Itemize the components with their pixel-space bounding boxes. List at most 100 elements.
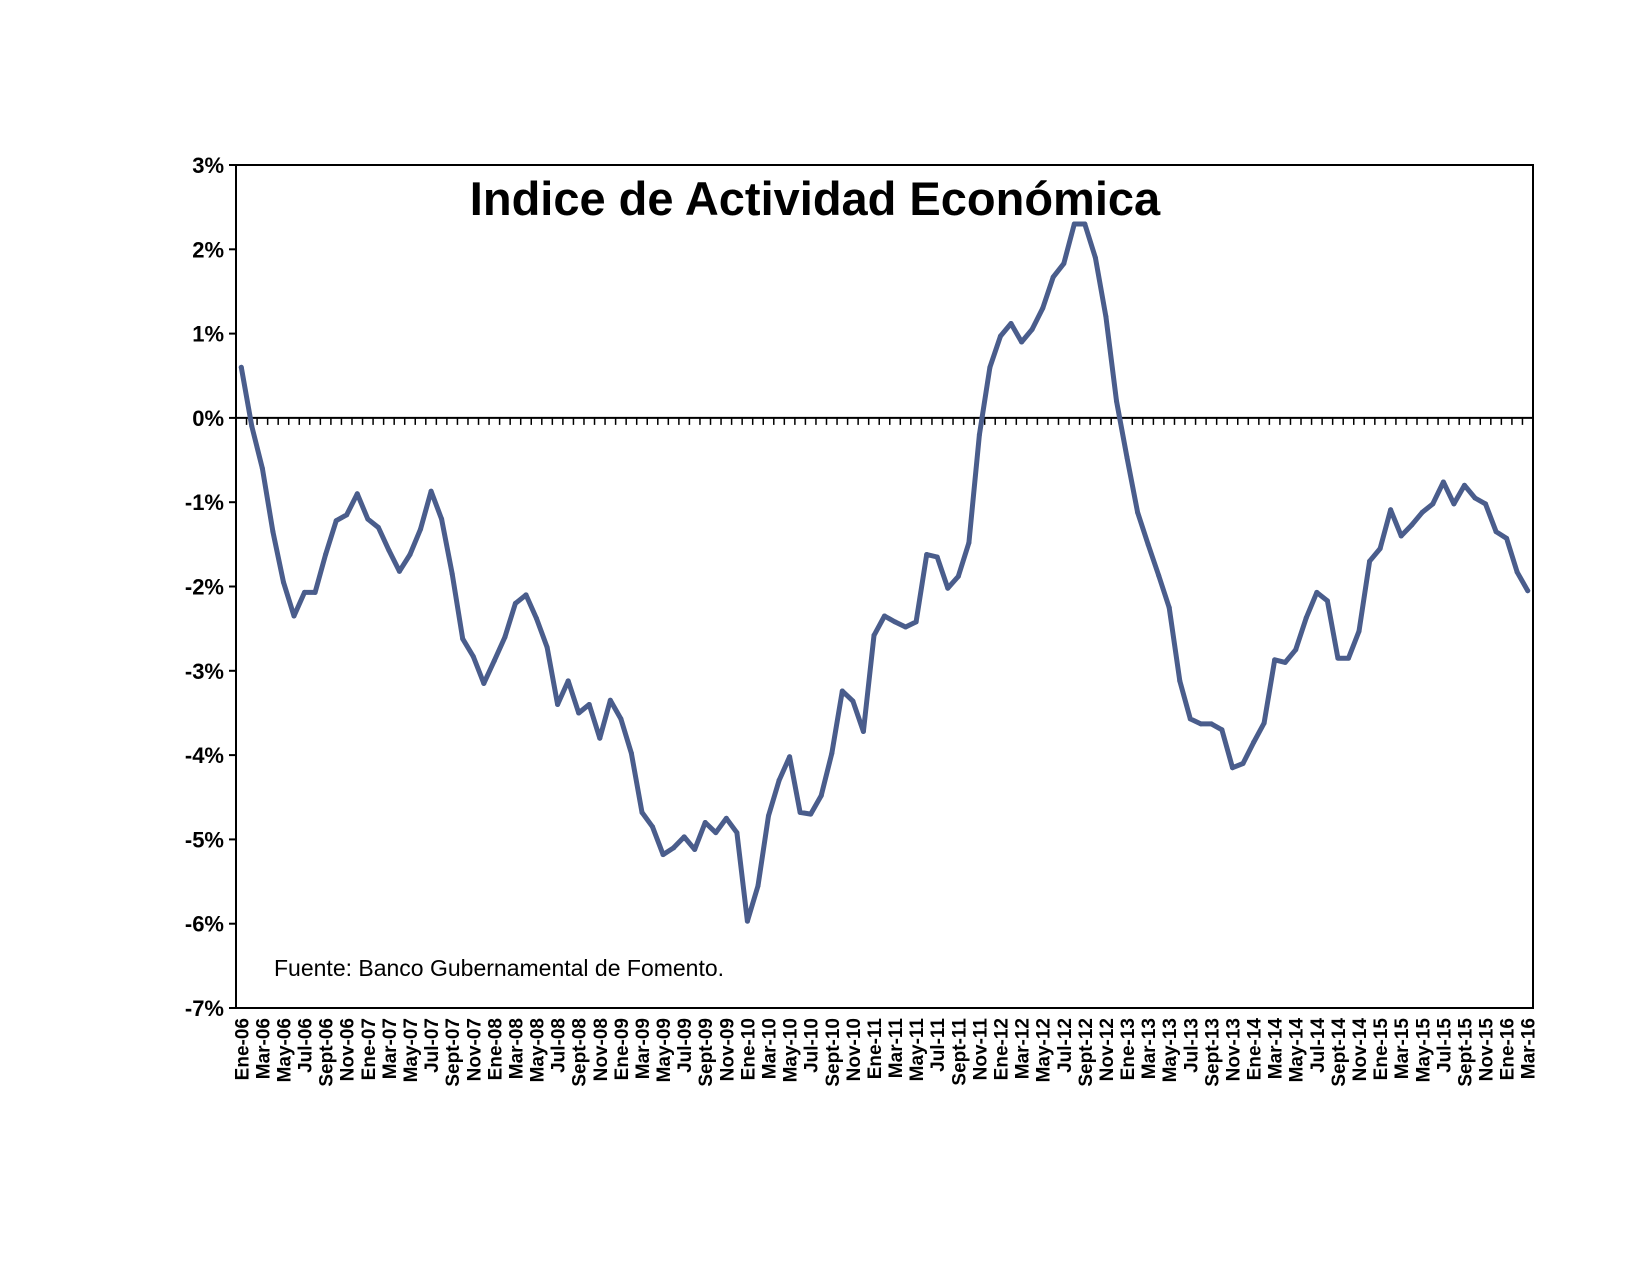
- y-tick-label: -6%: [185, 912, 224, 937]
- data-point: [945, 585, 951, 591]
- data-point: [1335, 655, 1341, 661]
- data-point: [1166, 605, 1172, 611]
- data-point: [555, 702, 561, 708]
- data-point: [534, 616, 540, 622]
- data-point: [1514, 569, 1520, 575]
- data-point: [291, 613, 297, 619]
- data-point: [1251, 739, 1257, 745]
- x-tick-label: May-14: [1287, 1018, 1308, 1083]
- x-tick-label: May-11: [907, 1018, 928, 1082]
- data-point: [934, 554, 940, 560]
- data-point: [418, 526, 424, 532]
- data-point: [523, 592, 529, 598]
- data-point: [1461, 482, 1467, 488]
- data-point: [1187, 716, 1193, 722]
- data-point: [1440, 479, 1446, 485]
- data-point: [1229, 765, 1235, 771]
- data-point: [576, 710, 582, 716]
- data-point: [744, 918, 750, 924]
- x-tick-label: Ene-09: [612, 1018, 633, 1080]
- data-point: [903, 624, 909, 630]
- data-point: [713, 830, 719, 836]
- x-tick-label: Mar-16: [1519, 1018, 1540, 1079]
- data-point: [502, 634, 508, 640]
- data-point: [618, 716, 624, 722]
- data-point: [1050, 274, 1056, 280]
- x-axis-labels: Ene-06 Mar-06 May-06 Jul-06 Sept-06 Nov-06 Ene…: [232, 1018, 1539, 1087]
- x-tick-label: Nov-13: [1223, 1018, 1244, 1081]
- data-point: [1345, 655, 1351, 661]
- data-point: [1483, 501, 1489, 507]
- data-point: [1419, 509, 1425, 515]
- x-tick-label: Mar-06: [253, 1018, 274, 1079]
- x-tick-label: Nov-06: [338, 1018, 359, 1081]
- x-tick-label: May-06: [274, 1018, 295, 1082]
- data-point: [428, 488, 434, 494]
- y-tick-label: -2%: [185, 575, 224, 600]
- chart-title: Indice de Actividad Económica: [470, 172, 1161, 225]
- x-tick-label: Sept-14: [1329, 1018, 1350, 1087]
- data-point: [850, 698, 856, 704]
- x-tick-label: Nov-10: [844, 1018, 865, 1081]
- data-point: [723, 815, 729, 821]
- x-tick-label: Mar-07: [380, 1018, 401, 1079]
- y-axis-ticks: 3% 2% 1% 0% -1% -2% -3% -4% -5% -6% -7%: [185, 153, 236, 1021]
- data-point: [1293, 647, 1299, 653]
- x-tick-label: Nov-08: [591, 1018, 612, 1081]
- data-point: [1082, 221, 1088, 227]
- x-tick-label: Jul-11: [928, 1018, 949, 1072]
- data-point: [375, 524, 381, 530]
- x-tick-label: Sept-09: [696, 1018, 717, 1087]
- data-point: [987, 364, 993, 370]
- data-point: [607, 697, 613, 703]
- x-tick-label: Mar-15: [1392, 1018, 1413, 1080]
- data-point: [1124, 455, 1130, 461]
- data-point: [860, 728, 866, 734]
- data-point: [1156, 573, 1162, 579]
- data-point: [1261, 720, 1267, 726]
- x-tick-label: Jul-15: [1434, 1018, 1455, 1073]
- data-point: [1398, 533, 1404, 539]
- x-tick-label: Sept-07: [443, 1018, 464, 1087]
- x-tick-label: May-13: [1160, 1018, 1181, 1082]
- data-point: [976, 432, 982, 438]
- x-tick-label: May-12: [1034, 1018, 1055, 1082]
- data-point: [639, 809, 645, 815]
- x-tick-label: Ene-12: [991, 1018, 1012, 1080]
- data-point: [1493, 529, 1499, 535]
- data-point: [449, 571, 455, 577]
- x-tick-label: Nov-09: [717, 1018, 738, 1081]
- data-point: [396, 568, 402, 574]
- data-point: [1388, 507, 1394, 513]
- x-axis-ticks: [235, 417, 1534, 425]
- y-tick-label: 2%: [192, 237, 224, 262]
- data-point: [913, 619, 919, 625]
- data-point: [1008, 320, 1014, 326]
- x-tick-label: May-15: [1413, 1018, 1434, 1083]
- data-point: [586, 702, 592, 708]
- data-point: [766, 813, 772, 819]
- data-point: [565, 678, 571, 684]
- x-tick-label: Ene-06: [232, 1018, 253, 1080]
- x-tick-label: Sept-12: [1076, 1018, 1097, 1087]
- y-tick-label: -4%: [185, 743, 224, 768]
- x-tick-label: Sept-11: [949, 1018, 970, 1086]
- x-tick-label: Ene-13: [1118, 1018, 1139, 1080]
- data-point: [660, 852, 666, 858]
- data-point: [892, 619, 898, 625]
- x-tick-label: Ene-14: [1245, 1018, 1266, 1081]
- x-tick-label: Jul-10: [802, 1018, 823, 1073]
- data-point: [829, 750, 835, 756]
- data-point: [871, 632, 877, 638]
- data-point: [1029, 326, 1035, 332]
- x-tick-label: Jul-14: [1308, 1018, 1329, 1073]
- x-tick-label: Nov-07: [464, 1018, 485, 1081]
- x-tick-label: Mar-08: [506, 1018, 527, 1079]
- data-point: [365, 516, 371, 522]
- data-point: [481, 680, 487, 686]
- data-point: [1303, 615, 1309, 621]
- data-point: [1177, 678, 1183, 684]
- x-tick-label: Jul-13: [1181, 1018, 1202, 1073]
- data-point: [407, 551, 413, 557]
- data-point: [1145, 541, 1151, 547]
